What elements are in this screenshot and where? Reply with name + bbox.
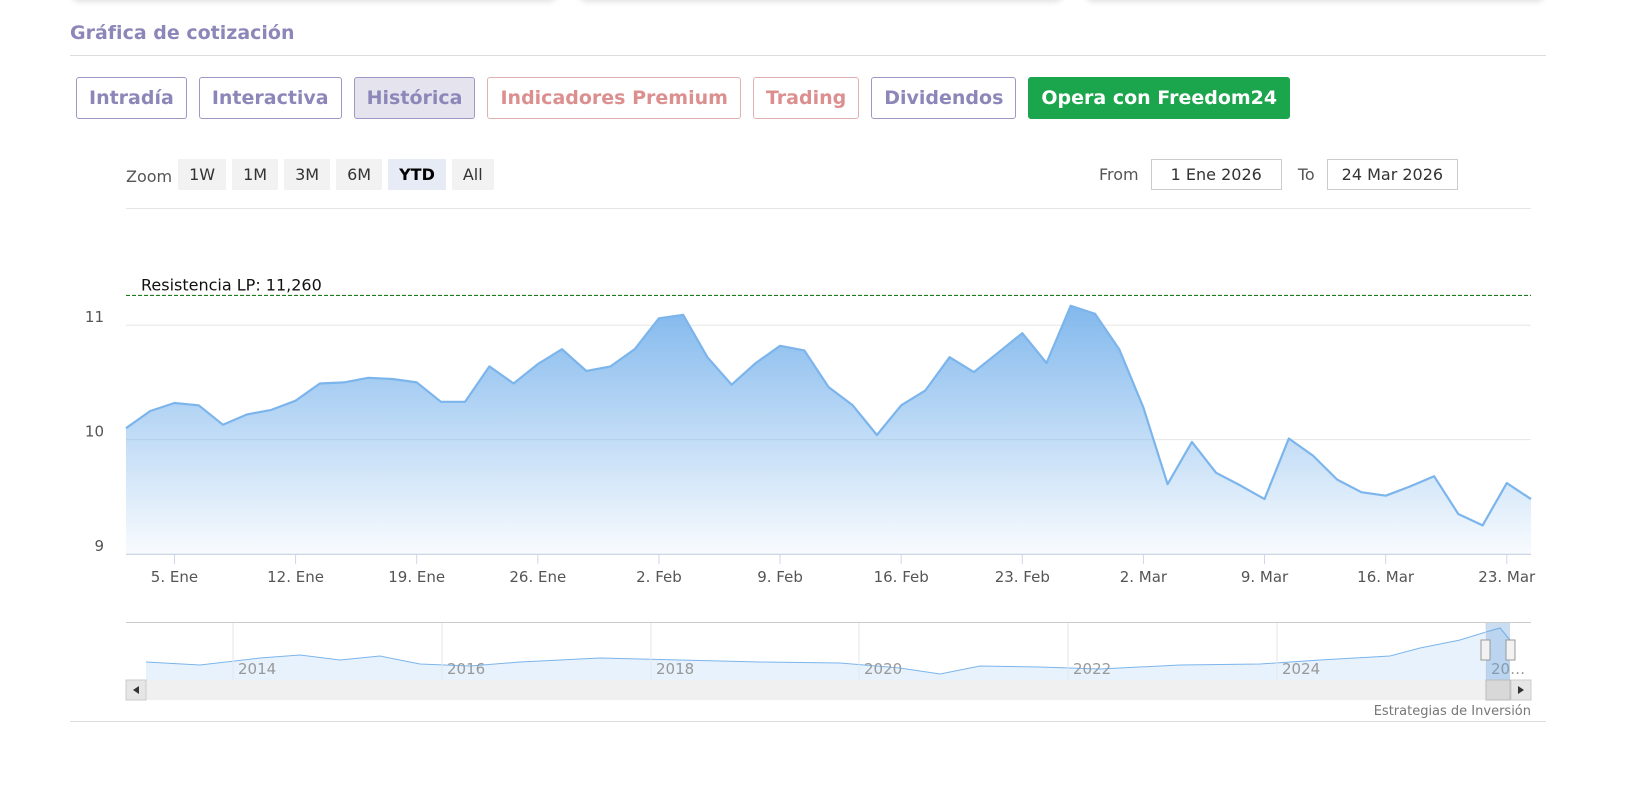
zoom-button[interactable]: 3M <box>284 159 331 190</box>
tab[interactable]: Indicadores Premium <box>487 77 741 119</box>
zoom-button[interactable]: 1M <box>232 159 279 190</box>
tab[interactable]: Histórica <box>353 77 476 119</box>
navigator-handle[interactable] <box>1505 639 1516 661</box>
x-tick-label: 5. Ene <box>151 568 198 586</box>
navigator-line <box>145 627 1511 675</box>
zoom-button[interactable]: 1W <box>178 159 227 190</box>
credit: Estrategias de Inversión <box>1374 704 1531 719</box>
zoom-label: Zoom <box>126 167 173 186</box>
x-tick-label: 9. Feb <box>757 568 803 586</box>
to-input[interactable]: 24 Mar 2026 <box>1326 159 1459 190</box>
zoom-button[interactable]: All <box>451 159 494 190</box>
y-tick-label: 11 <box>85 308 104 326</box>
navigator-label: 2016 <box>447 660 485 678</box>
x-tick-label: 16. Mar <box>1357 568 1415 586</box>
x-tick-label: 23. Feb <box>995 568 1050 586</box>
x-tick-label: 26. Ene <box>509 568 566 586</box>
tab[interactable]: Opera con Freedom24 <box>1028 77 1291 119</box>
zoom-bar: Zoom 1W 1M 3M 6M YTD All <box>126 159 494 190</box>
to-label: To <box>1297 165 1315 184</box>
plot: 9 10 11 5. Ene 12. Ene 19. Ene 26. Ene 2. Feb 9.… <box>85 275 1536 586</box>
navigator-label: 2018 <box>656 660 694 678</box>
x-tick-label: 16. Feb <box>874 568 929 586</box>
zoom-button[interactable]: YTD <box>388 159 446 190</box>
x-tick-label: 2. Mar <box>1120 568 1168 586</box>
tab[interactable]: Dividendos <box>871 77 1017 119</box>
from-input[interactable]: 1 Ene 2026 <box>1150 159 1282 190</box>
navigator-label: 2014 <box>238 660 276 678</box>
from-label: From <box>1099 165 1139 184</box>
navigator-area <box>146 628 1510 680</box>
tab[interactable]: Intradía <box>76 77 187 119</box>
y-tick-label: 9 <box>94 537 104 555</box>
navigator-handle[interactable] <box>1480 639 1491 661</box>
navigator <box>126 622 1531 680</box>
navigator-label: 2020 <box>864 660 902 678</box>
arrow-icon <box>133 686 139 694</box>
navigator-label: 20… <box>1491 660 1525 678</box>
section-title: Gráfica de cotización <box>70 22 295 44</box>
navigator-label: 2024 <box>1282 660 1320 678</box>
divider <box>70 55 1546 56</box>
x-tick-label: 12. Ene <box>267 568 324 586</box>
tab[interactable]: Interactiva <box>198 77 342 119</box>
tab-bar: Intradía Interactiva Histórica Indicador… <box>76 77 1291 119</box>
date-range: From 1 Ene 2026 To 24 Mar 2026 <box>1099 159 1459 190</box>
x-tick-label: 9. Mar <box>1241 568 1289 586</box>
area <box>126 305 1531 554</box>
x-tick-label: 19. Ene <box>388 568 445 586</box>
y-tick-label: 10 <box>85 423 104 441</box>
x-tick-label: 2. Feb <box>636 568 682 586</box>
tab[interactable]: Trading <box>752 77 860 119</box>
arrow-icon <box>1518 686 1524 694</box>
scrollbar <box>126 680 1531 700</box>
price-line <box>125 304 1532 527</box>
scroll-thumb[interactable] <box>1485 679 1511 701</box>
x-tick-label: 23. Mar <box>1478 568 1536 586</box>
navigator-axis: 2014 2016 2018 2020 2022 2024 20… <box>232 623 1525 680</box>
annotation-label: Resistencia LP: 11,260 <box>141 275 322 294</box>
navigator-label: 2022 <box>1073 660 1111 678</box>
zoom-button[interactable]: 6M <box>336 159 383 190</box>
